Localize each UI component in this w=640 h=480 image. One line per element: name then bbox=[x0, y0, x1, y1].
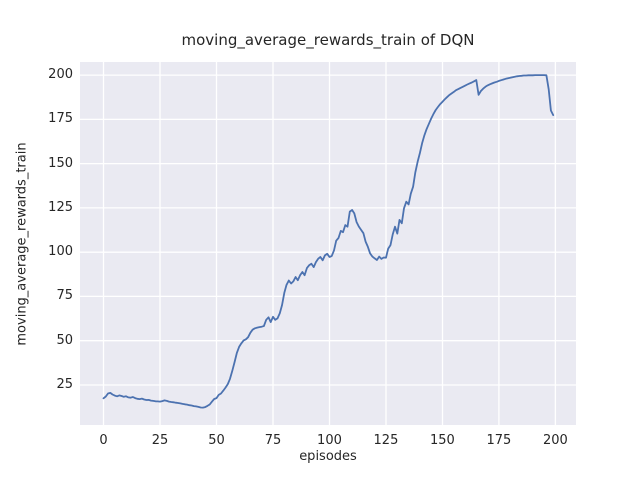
x-tick-label: 100 bbox=[317, 433, 342, 448]
y-tick-label: 125 bbox=[48, 199, 73, 215]
y-tick-label: 150 bbox=[48, 155, 73, 171]
plot-area bbox=[80, 62, 576, 425]
x-tick-label: 150 bbox=[430, 433, 455, 448]
y-tick-label: 100 bbox=[48, 244, 73, 260]
x-axis-label: episodes bbox=[299, 449, 357, 464]
y-tick-label: 175 bbox=[48, 111, 73, 127]
x-tick-label: 50 bbox=[208, 433, 225, 448]
x-tick-label: 0 bbox=[99, 433, 108, 448]
chart-title: moving_average_rewards_train of DQN bbox=[181, 31, 475, 49]
line-plot-svg bbox=[80, 62, 576, 425]
x-tick-label: 175 bbox=[486, 433, 512, 448]
x-tick-label: 200 bbox=[543, 433, 568, 448]
y-tick-label: 50 bbox=[56, 332, 73, 348]
y-tick-label: 200 bbox=[48, 67, 73, 83]
data-line bbox=[102, 74, 555, 409]
y-tick-label: 25 bbox=[56, 376, 73, 392]
x-tick-label: 125 bbox=[373, 433, 399, 448]
x-tick-label: 25 bbox=[151, 433, 169, 448]
y-axis-label: moving_average_rewards_train bbox=[14, 142, 30, 346]
x-tick-label: 75 bbox=[264, 433, 282, 448]
y-tick-label: 75 bbox=[56, 288, 73, 304]
